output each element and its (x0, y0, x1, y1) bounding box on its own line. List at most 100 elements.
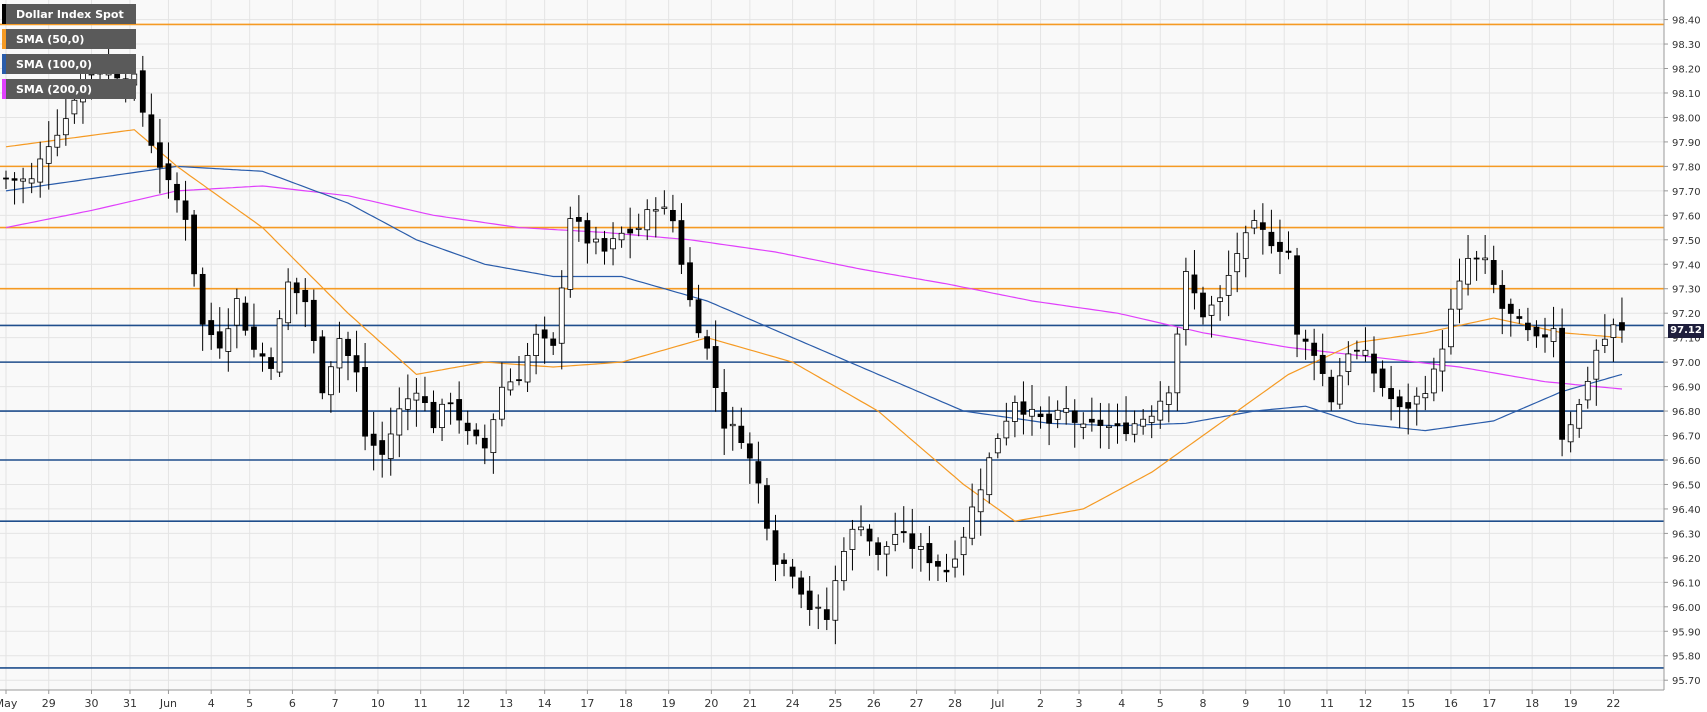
candle-body (866, 528, 873, 542)
candle-body (1345, 353, 1352, 372)
y-tick-label: 97.00 (1672, 358, 1701, 369)
x-tick-label: 25 (828, 697, 842, 710)
y-tick-label: 97.70 (1672, 187, 1701, 198)
candle-body (1354, 349, 1360, 352)
candle-body (156, 142, 163, 168)
candle-body (1285, 250, 1292, 253)
candle-body (422, 396, 428, 404)
candle-body (832, 580, 839, 621)
x-tick-label: 28 (948, 697, 962, 710)
y-tick-label: 98.10 (1672, 89, 1701, 100)
candle-body (54, 134, 61, 148)
candle-body (45, 146, 52, 164)
y-tick-label: 97.20 (1672, 309, 1701, 320)
legend-item-sma200[interactable]: SMA (200,0) (2, 79, 136, 99)
x-tick-label: 14 (538, 697, 552, 710)
candle-body (11, 178, 18, 181)
x-tick-label: 12 (456, 697, 470, 710)
x-tick-label: 19 (1564, 697, 1578, 710)
candle-body (430, 401, 437, 429)
y-tick-label: 98.30 (1672, 40, 1701, 51)
legend-item-sma100[interactable]: SMA (100,0) (2, 54, 136, 74)
last-price-tag: 97.12 (1668, 324, 1704, 338)
candle-body (746, 443, 753, 459)
candle-body (1396, 396, 1403, 408)
candle-body (1097, 419, 1104, 426)
candle-body (1525, 322, 1531, 331)
legend-item-sma50[interactable]: SMA (50,0) (2, 29, 136, 49)
x-tick-label: May (0, 697, 18, 710)
candle-body (1208, 304, 1215, 316)
candle-body (969, 506, 976, 539)
legend-label: Dollar Index Spot (16, 7, 124, 21)
candle-body (960, 536, 967, 556)
x-tick-label: Jul (990, 697, 1004, 710)
chart-legend: Dollar Index Spot SMA (50,0) SMA (100,0)… (2, 4, 136, 104)
legend-swatch-sma100 (2, 54, 6, 74)
y-tick-label: 97.10 (1672, 334, 1701, 345)
candle-body (644, 209, 651, 231)
candle-body (670, 209, 676, 222)
candle-body (148, 114, 155, 146)
candle-body (62, 118, 69, 136)
x-tick-label: 11 (1320, 697, 1334, 710)
candle-body (575, 217, 582, 222)
candle-body (1336, 375, 1343, 405)
x-tick-label: 26 (867, 697, 881, 710)
legend-label: SMA (100,0) (16, 57, 93, 71)
x-tick-label: 6 (289, 697, 296, 710)
y-tick-label: 98.20 (1672, 65, 1701, 76)
candle-body (225, 328, 232, 352)
candle-body (1259, 222, 1266, 230)
candle-body (593, 238, 599, 243)
candle-body (276, 318, 283, 373)
candle-body (1071, 410, 1078, 423)
candle-body (1131, 423, 1138, 435)
candle-body (336, 338, 343, 369)
y-tick-label: 96.40 (1672, 505, 1701, 516)
candle-body (370, 433, 377, 446)
x-tick-label: 18 (619, 697, 633, 710)
candle-body (1465, 257, 1471, 285)
y-tick-label: 96.00 (1672, 603, 1701, 614)
x-tick-label: 31 (123, 697, 137, 710)
candle-body (379, 440, 386, 455)
candle-body (1413, 395, 1420, 405)
candle-body (473, 429, 480, 437)
candle-body (1593, 349, 1600, 380)
candle-body (1037, 413, 1044, 418)
candle-body (610, 238, 616, 250)
x-tick-label: 5 (246, 697, 253, 710)
y-tick-label: 95.90 (1672, 627, 1701, 638)
candle-body (1473, 257, 1480, 260)
candle-body (1277, 241, 1283, 252)
candle-body (712, 346, 719, 388)
candle-body (1388, 388, 1394, 400)
legend-swatch-sma200 (2, 79, 6, 99)
x-tick-label: 9 (1242, 697, 1249, 710)
legend-label: SMA (200,0) (16, 82, 93, 96)
candle-body (1328, 376, 1335, 403)
candle-body (396, 408, 403, 436)
candle-body (216, 331, 223, 349)
candle-body (1379, 368, 1386, 389)
candle-body (1294, 255, 1300, 335)
candle-body (1003, 420, 1010, 439)
candle-body (823, 609, 830, 620)
legend-item-price[interactable]: Dollar Index Spot (2, 4, 136, 24)
candle-body (849, 528, 856, 550)
candle-body (687, 262, 693, 301)
x-tick-label: 3 (1076, 697, 1083, 710)
moving-averages (5, 129, 1623, 522)
candle-body (1584, 380, 1591, 401)
candle-body (789, 566, 796, 577)
x-tick-label: 8 (1200, 697, 1207, 710)
candle-body (524, 355, 531, 383)
candle-body (1183, 271, 1189, 331)
candle-body (1088, 418, 1095, 423)
candle-body (251, 326, 257, 350)
candle-body (1448, 308, 1454, 348)
candle-body (199, 273, 206, 325)
